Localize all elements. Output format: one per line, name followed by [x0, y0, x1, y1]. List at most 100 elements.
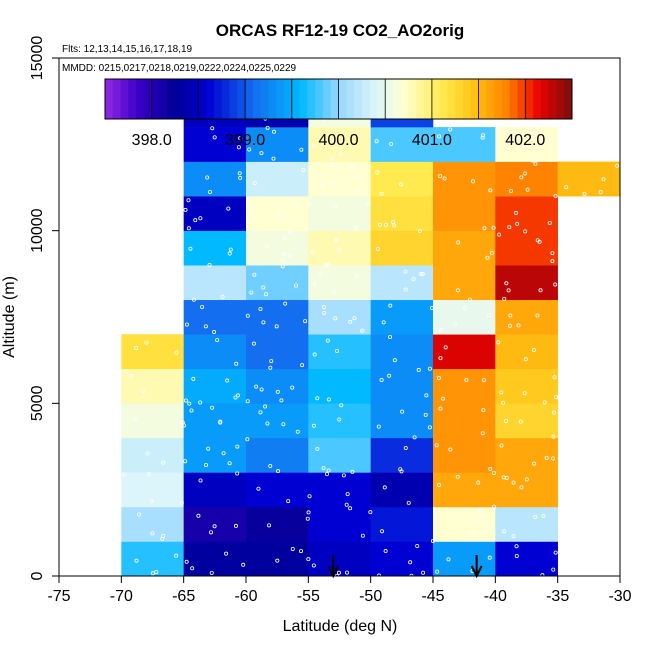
sample-point: [233, 523, 238, 528]
sample-point: [481, 378, 486, 383]
sample-point: [456, 240, 461, 245]
sample-point: [499, 390, 504, 395]
sample-point: [427, 425, 432, 430]
sample-point: [507, 323, 512, 328]
sample-point: [497, 232, 502, 237]
sample-point: [442, 176, 447, 181]
sample-point: [601, 177, 606, 182]
sample-point: [206, 446, 211, 451]
sample-point: [452, 322, 457, 327]
sample-point: [387, 373, 392, 378]
colorbar-segment: [361, 79, 371, 119]
sample-point: [306, 510, 311, 515]
sample-point: [519, 175, 524, 180]
colorbar-segment: [182, 79, 192, 119]
sample-point: [421, 570, 426, 575]
heatmap-cell: [246, 161, 309, 197]
sample-point: [305, 516, 310, 521]
sample-point: [161, 460, 166, 465]
x-tick-label: -70: [110, 588, 133, 605]
colorbar-frame: [104, 78, 573, 120]
colorbar-segment: [229, 79, 238, 119]
heatmap-cell: [308, 299, 371, 335]
sample-point: [215, 338, 220, 343]
sample-point: [341, 473, 346, 478]
sample-point: [174, 553, 179, 558]
sample-point: [332, 289, 337, 294]
sample-point: [258, 410, 263, 415]
sample-point: [186, 198, 191, 203]
x-axis: -75 -70 -65 -60 -55 -50 -45 -40 -35 -30: [47, 575, 632, 605]
colorbar-segment: [338, 79, 347, 119]
sample-point: [551, 434, 556, 439]
sample-point: [275, 558, 280, 563]
colorbar-segment: [354, 79, 363, 119]
heatmap-cell: [433, 196, 496, 231]
sample-point: [235, 471, 240, 476]
sample-point: [464, 377, 469, 382]
sample-point: [321, 305, 326, 310]
sample-point: [209, 570, 214, 575]
sample-point: [315, 396, 320, 401]
sample-point: [315, 446, 320, 451]
sample-point: [430, 538, 435, 543]
sample-point: [375, 246, 380, 251]
sample-point: [207, 189, 212, 194]
sample-point: [538, 288, 543, 293]
heatmap-cell: [433, 506, 496, 542]
sample-point: [334, 238, 339, 243]
sample-point: [189, 408, 194, 413]
sample-point: [191, 297, 196, 302]
colorbar-segment: [556, 79, 565, 119]
colorbar-segment: [431, 79, 441, 119]
colorbar-segment: [221, 79, 230, 119]
y-tick-label: 5000: [29, 385, 46, 421]
sample-point: [307, 494, 312, 499]
sample-point: [212, 524, 217, 529]
colorbar-segment: [455, 79, 464, 119]
sample-point: [312, 144, 317, 149]
heatmap-cell: [183, 299, 247, 335]
sample-point: [417, 228, 422, 233]
sample-point: [186, 226, 191, 231]
sample-point: [408, 560, 413, 565]
sample-point: [318, 272, 323, 277]
colorbar-segment: [245, 79, 254, 119]
sample-point: [480, 514, 485, 519]
heatmap-cell: [495, 437, 558, 473]
sample-point: [480, 135, 485, 140]
sample-point: [237, 171, 242, 176]
sample-point: [235, 393, 240, 398]
colorbar-segment: [143, 79, 153, 119]
y-tick-label: 10000: [29, 208, 46, 253]
colorbar-segment: [447, 79, 456, 119]
sample-point: [541, 514, 546, 519]
sample-point: [144, 340, 149, 345]
heatmap-cell: [121, 334, 184, 370]
colorbar-segment: [501, 79, 511, 119]
sample-point: [487, 313, 492, 318]
sample-point: [471, 179, 476, 184]
heatmap-cell: [121, 403, 184, 439]
colorbar-segment: [167, 79, 176, 119]
colorbar-segment: [128, 79, 137, 119]
sample-point: [149, 498, 154, 503]
sample-point: [252, 272, 257, 277]
sample-point: [234, 361, 239, 366]
sample-point: [471, 532, 476, 537]
sample-point: [288, 229, 293, 234]
sample-point: [374, 139, 379, 144]
sample-point: [333, 204, 338, 209]
sample-point: [553, 550, 558, 555]
heatmap-cell: [183, 541, 247, 577]
sample-point: [383, 222, 388, 227]
heatmap-cell: [246, 265, 309, 301]
sample-point: [436, 482, 441, 487]
sample-point: [553, 282, 558, 287]
sample-point: [491, 225, 496, 230]
sample-point: [182, 423, 187, 428]
sample-point: [406, 500, 411, 505]
sample-point: [283, 301, 288, 306]
sample-point: [519, 485, 524, 490]
sample-point: [322, 311, 327, 316]
